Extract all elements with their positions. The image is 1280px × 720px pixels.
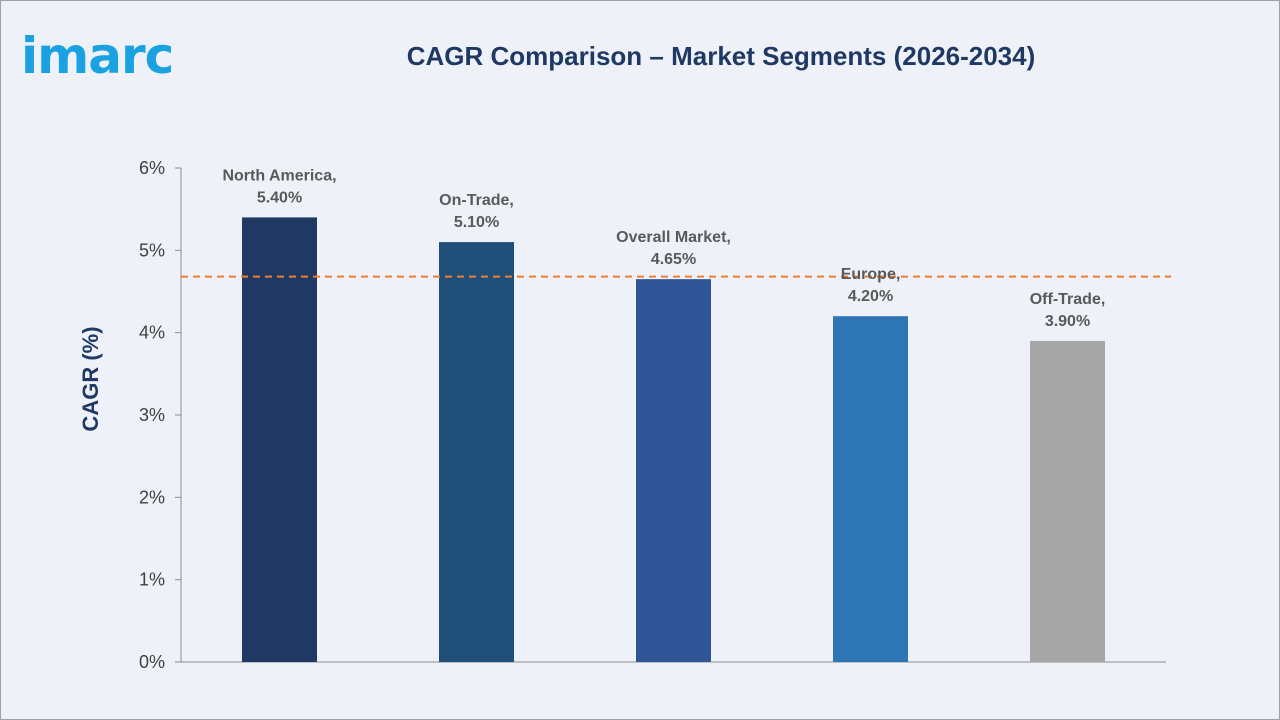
data-label-category: North America,: [222, 167, 336, 184]
data-label-category: Off-Trade,: [1030, 291, 1106, 308]
data-label-value: 5.40%: [257, 189, 302, 206]
logo-text: imarc: [21, 27, 174, 85]
bar: [833, 316, 908, 662]
bar: [242, 217, 317, 662]
y-tick-label: 3%: [139, 405, 165, 425]
bar-group: [242, 217, 1105, 662]
bar: [1030, 340, 1105, 662]
chart-title: CAGR Comparison – Market Segments (2026-…: [406, 41, 1036, 71]
data-label-group: North America, 5.40% On-Trade, 5.10% Overall…: [222, 167, 1105, 330]
imarc-logo: imarc: [21, 11, 211, 85]
bar: [636, 279, 711, 662]
data-label-value: 3.90%: [1045, 313, 1090, 330]
y-axis-title: CAGR (%): [78, 326, 103, 431]
data-label-value: 5.10%: [454, 214, 499, 231]
data-label-category: Overall Market,: [616, 229, 731, 246]
y-tick-label: 2%: [139, 487, 165, 507]
data-label-category: Europe,: [841, 266, 901, 283]
data-label-value: 4.65%: [651, 251, 696, 268]
bar: [439, 242, 514, 662]
y-tick-label: 5%: [139, 240, 165, 260]
y-tick-label: 6%: [139, 158, 165, 178]
y-tick-label: 4%: [139, 323, 165, 343]
y-axis: 0% 1% 2% 3% 4% 5% 6%: [139, 158, 1166, 672]
y-tick-label: 0%: [139, 652, 165, 672]
y-tick-label: 1%: [139, 570, 165, 590]
data-label-category: On-Trade,: [439, 192, 514, 209]
data-label-value: 4.20%: [848, 288, 893, 305]
